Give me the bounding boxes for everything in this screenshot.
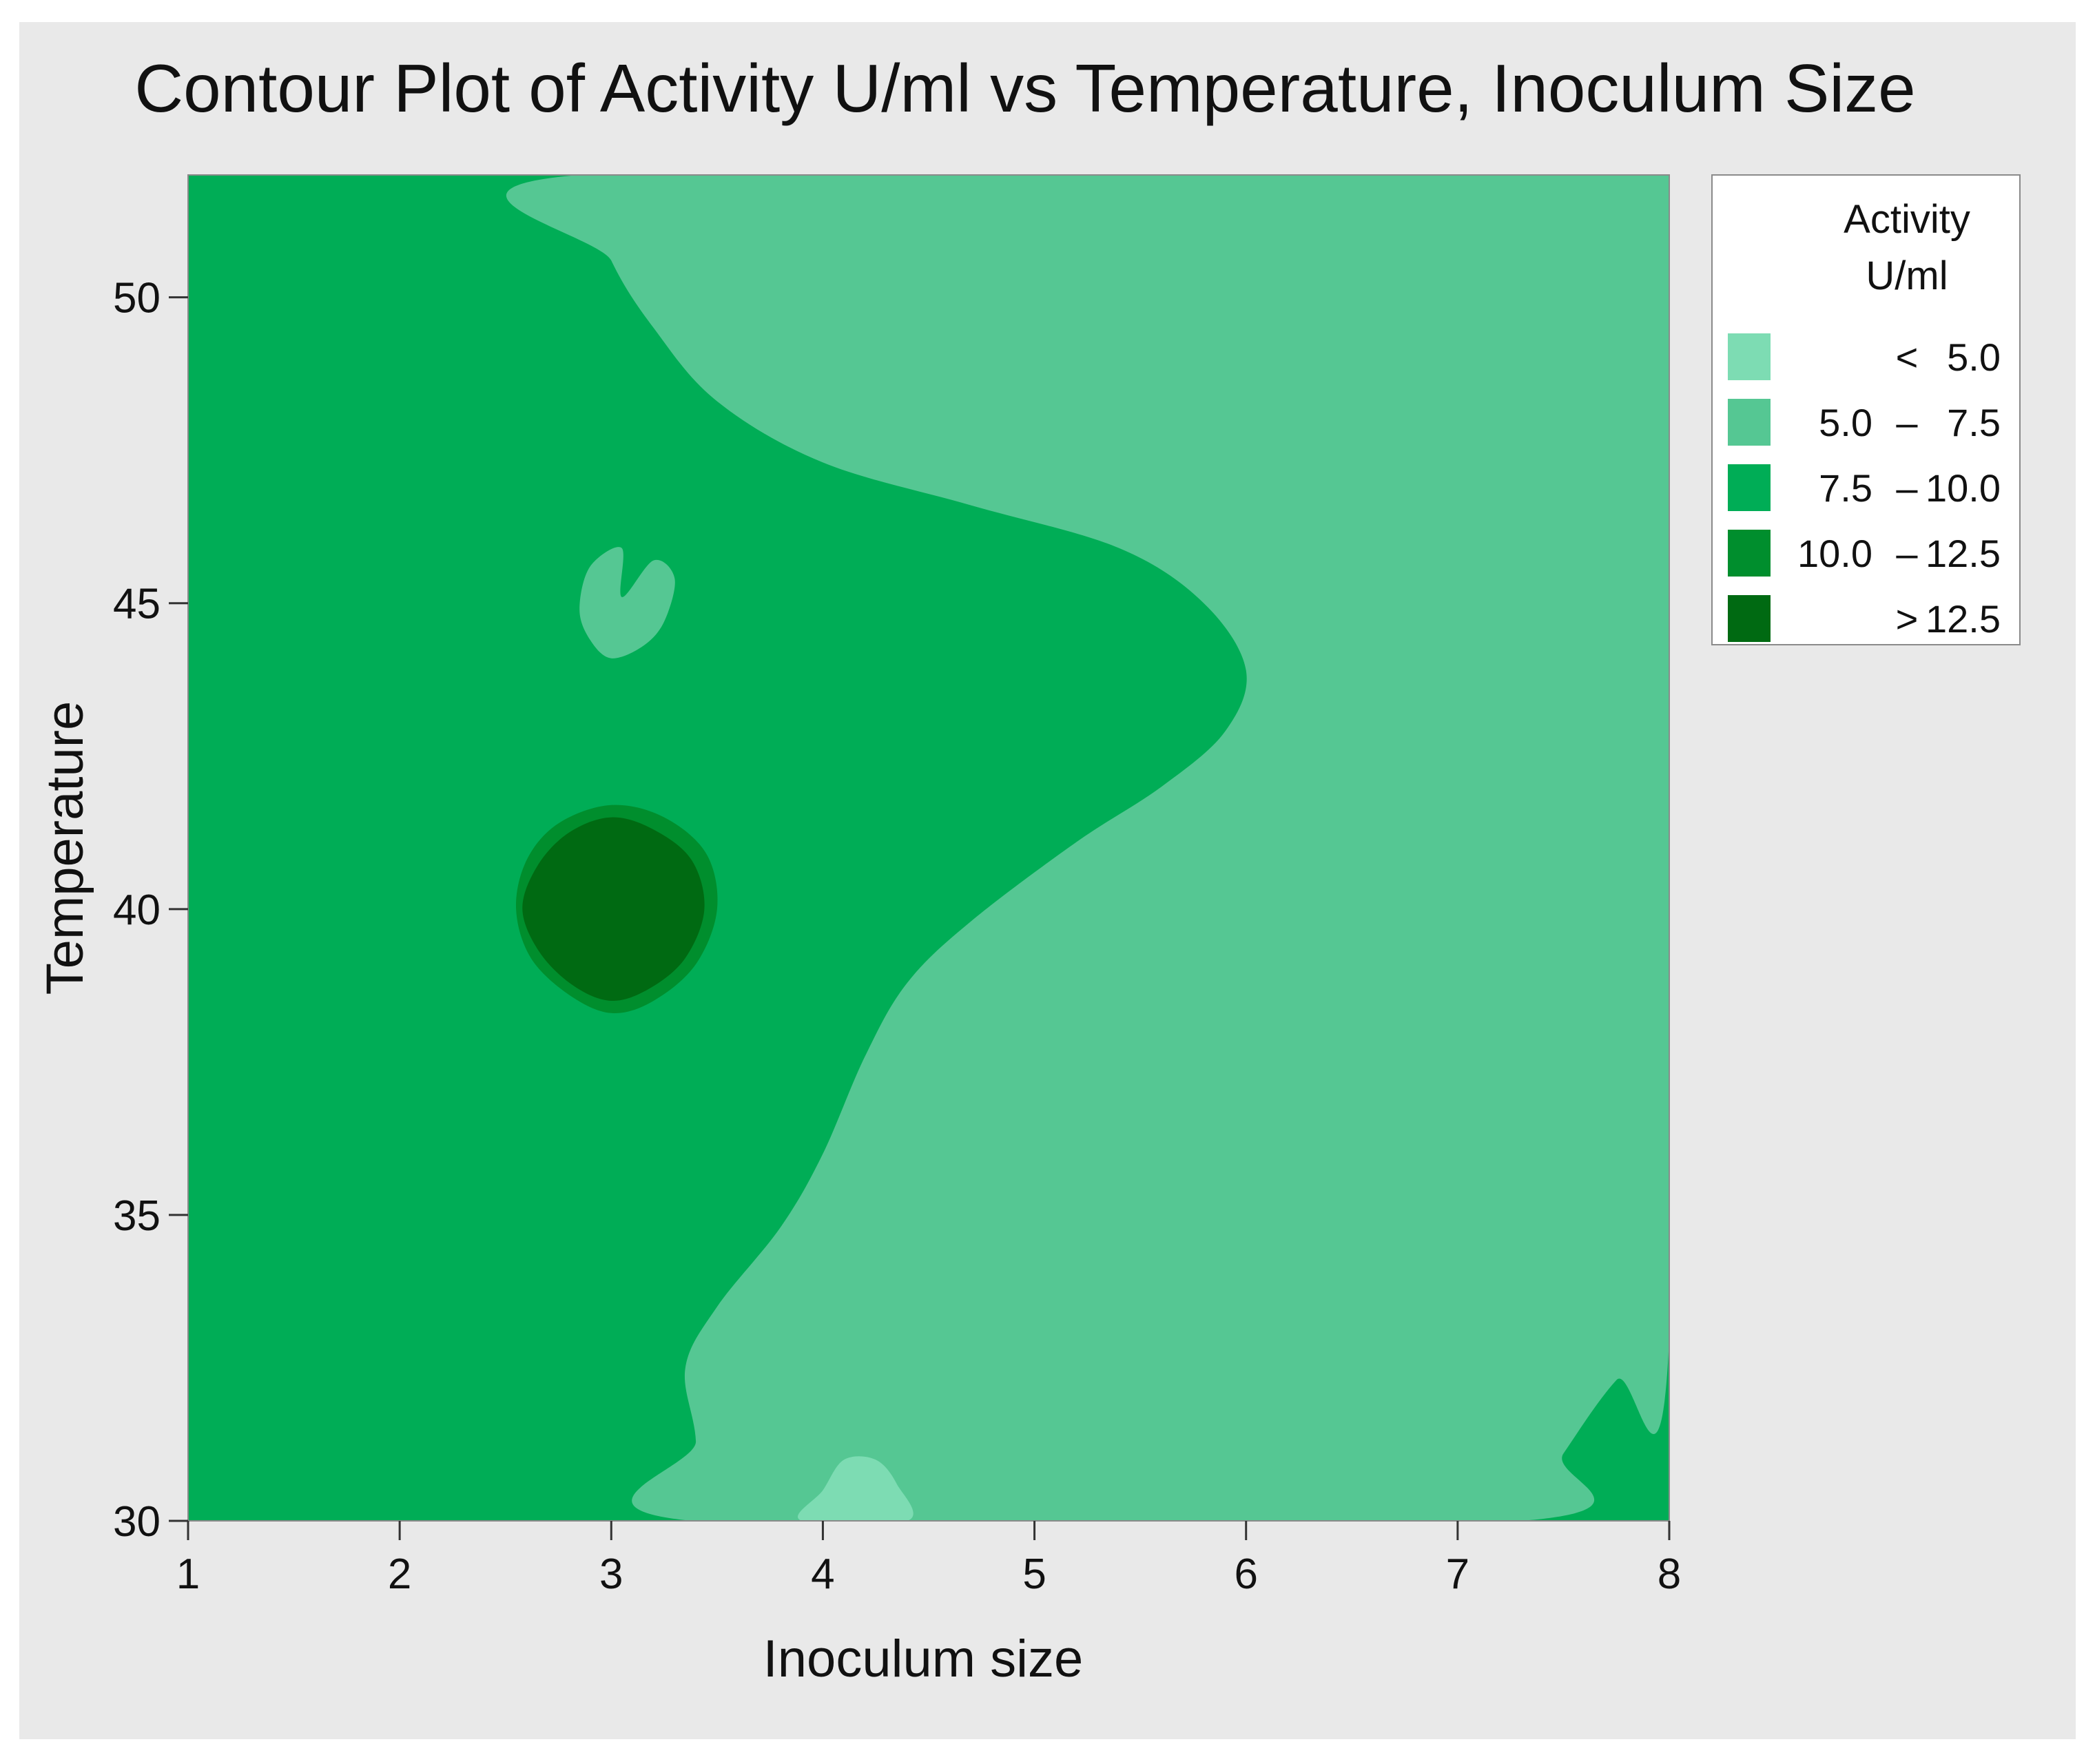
chart-title: Contour Plot of Activity U/ml vs Tempera… xyxy=(134,50,1915,126)
legend-high-value: 12.5 xyxy=(1926,532,2001,575)
contour-region-4 xyxy=(798,1456,914,1521)
contour-region-2 xyxy=(506,175,1669,1521)
legend-high-value: 5.0 xyxy=(1947,335,2001,379)
x-tick-label: 8 xyxy=(1658,1550,1681,1598)
legend-title-line-2: U/ml xyxy=(1866,253,1948,298)
legend-swatch xyxy=(1728,530,1771,577)
legend-high-value: 7.5 xyxy=(1947,401,2001,444)
legend-swatch xyxy=(1728,333,1771,380)
legend-separator: – xyxy=(1896,532,1918,575)
y-tick-label: 45 xyxy=(113,581,161,628)
legend-high-value: 12.5 xyxy=(1926,597,2001,641)
x-axis: 1 2 3 4 5 6 7 8 xyxy=(176,1521,1681,1598)
x-axis-label: Inoculum size xyxy=(763,1630,1084,1688)
x-tick-label: 5 xyxy=(1022,1550,1046,1598)
x-tick-label: 7 xyxy=(1446,1550,1469,1598)
contour-chart: Contour Plot of Activity U/ml vs Tempera… xyxy=(36,50,2021,1688)
contour-region-3 xyxy=(579,547,675,658)
y-tick-label: 50 xyxy=(113,275,161,322)
legend-swatch xyxy=(1728,464,1771,511)
legend: Activity U/ml <5.05.0–7.57.5–10.010.0–12… xyxy=(1711,174,2021,645)
legend-title-line-1: Activity xyxy=(1844,197,1970,242)
x-tick-label: 2 xyxy=(388,1550,411,1598)
x-tick-label: 1 xyxy=(176,1550,200,1598)
contour-region-6 xyxy=(522,817,705,1002)
x-tick-label: 4 xyxy=(811,1550,834,1598)
legend-low-value: 5.0 xyxy=(1819,401,1872,444)
plot-frame xyxy=(187,174,1670,1522)
legend-entries: <5.05.0–7.57.5–10.010.0–12.5> 12.5 xyxy=(1728,333,2001,642)
legend-separator: – xyxy=(1896,401,1918,444)
legend-separator: – xyxy=(1896,466,1918,510)
y-axis-label: Temperature xyxy=(36,701,94,995)
legend-low-value: 10.0 xyxy=(1797,532,1872,575)
y-axis: 30 35 40 45 50 xyxy=(113,275,188,1546)
contour-regions xyxy=(188,175,1669,1521)
legend-swatch xyxy=(1728,399,1771,446)
legend-separator: < xyxy=(1896,335,1919,379)
x-tick-label: 3 xyxy=(599,1550,623,1598)
chart-figure: Contour Plot of Activity U/ml vs Tempera… xyxy=(19,22,2076,1739)
legend-high-value: 10.0 xyxy=(1926,466,2001,510)
legend-swatch xyxy=(1728,595,1771,642)
legend-separator: > xyxy=(1896,597,1919,641)
y-tick-label: 40 xyxy=(113,886,161,934)
y-tick-label: 30 xyxy=(113,1498,161,1546)
x-tick-label: 6 xyxy=(1234,1550,1257,1598)
y-tick-label: 35 xyxy=(113,1192,161,1240)
legend-low-value: 7.5 xyxy=(1819,466,1872,510)
